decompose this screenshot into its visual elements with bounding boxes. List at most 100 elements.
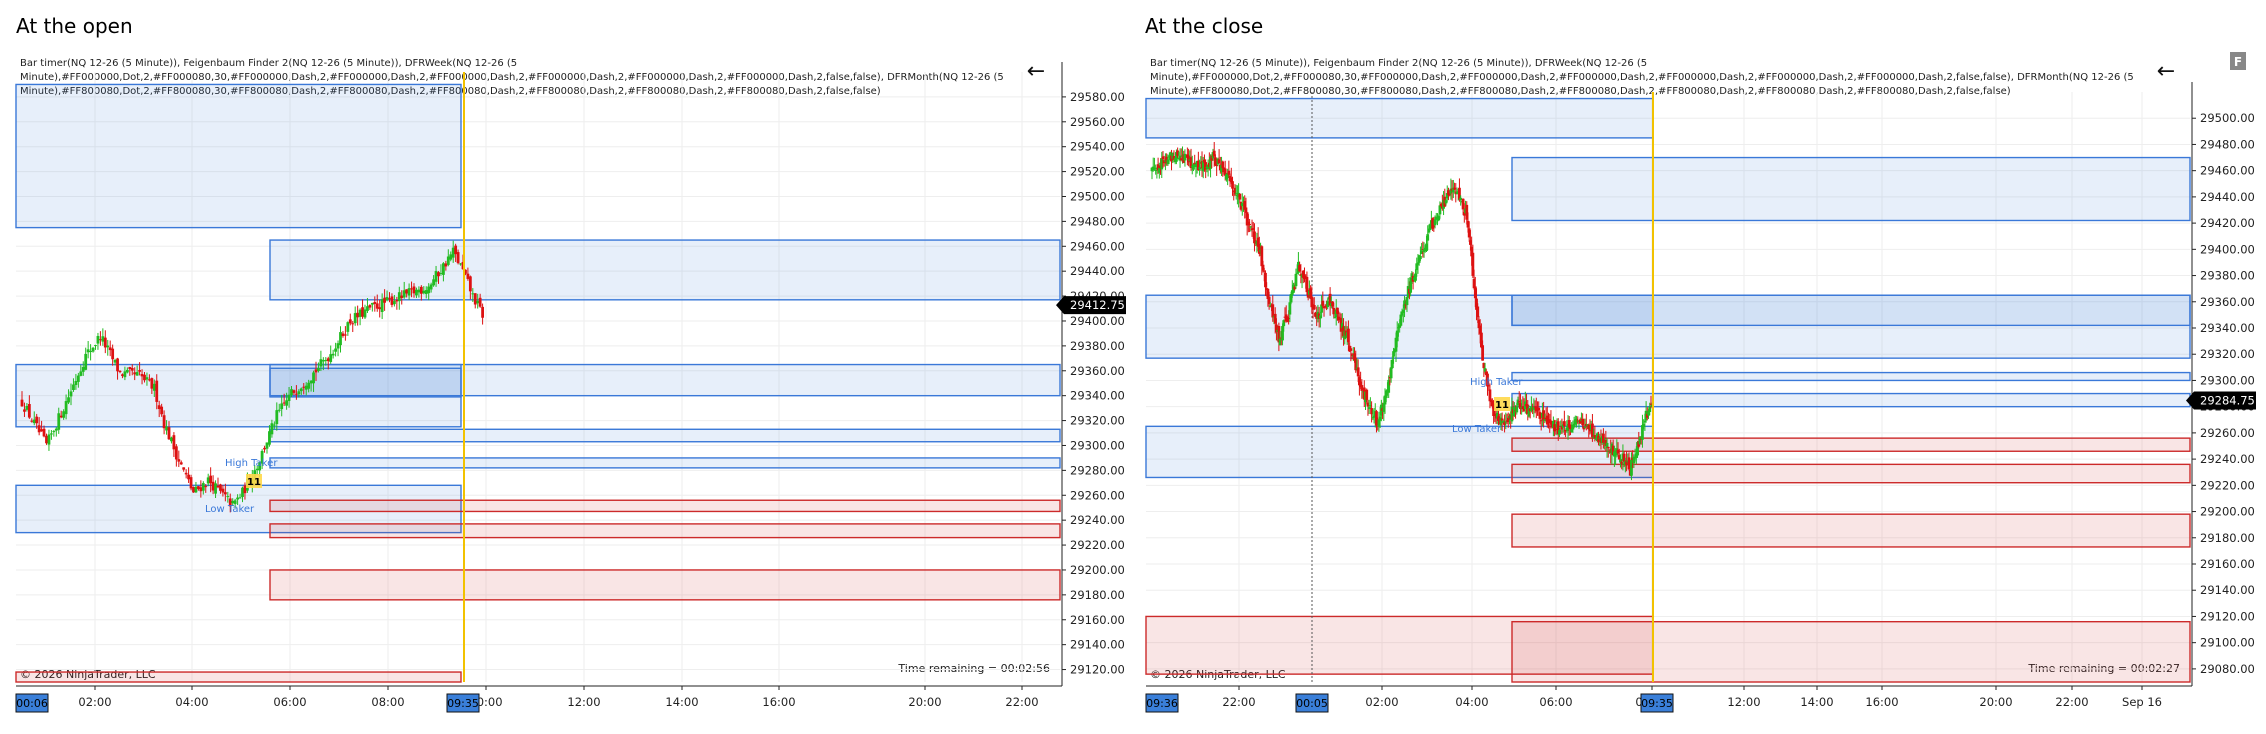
candle-body (1257, 243, 1261, 254)
candle-body (1582, 426, 1586, 430)
candle-body (1426, 234, 1430, 241)
candle-body (1161, 156, 1165, 159)
x-tick-label: 14:00 (665, 695, 698, 709)
candle-body (52, 431, 56, 433)
candle-body (1371, 417, 1375, 419)
candle-body (1632, 456, 1636, 464)
candle-body (1246, 221, 1250, 225)
back-arrow-icon[interactable]: ← (2157, 59, 2175, 84)
time-badge-label: 00:06 (16, 697, 48, 710)
candle-body (123, 371, 127, 378)
y-tick-label: 29460.00 (2200, 164, 2255, 178)
candle-body (138, 370, 141, 372)
candle-body (290, 389, 293, 396)
candle-body (1201, 160, 1205, 172)
candle-body (172, 435, 176, 450)
candle-body (1196, 160, 1200, 170)
candle-body (25, 405, 29, 410)
candle-body (1243, 201, 1247, 210)
y-tick-label: 29360.00 (1070, 364, 1125, 378)
time-badge-label: 00:05 (1296, 697, 1328, 710)
candle-body (446, 256, 450, 265)
candle-body (1497, 416, 1500, 422)
candle-body (108, 347, 112, 351)
candle-body (1153, 167, 1156, 169)
x-tick-label: 04:00 (175, 695, 208, 709)
candle-body (1179, 158, 1183, 160)
candle-body (1198, 167, 1201, 170)
candle-body (1465, 204, 1469, 220)
f-button[interactable] (2230, 52, 2246, 70)
candle-body (466, 273, 470, 279)
close-chart[interactable]: Bar timer(NQ 12-26 (5 Minute)), Feigenba… (1130, 0, 2266, 734)
candle-body (209, 475, 213, 484)
candle-body (1493, 413, 1497, 415)
y-tick-label: 29340.00 (1070, 389, 1125, 403)
candle-body (1617, 455, 1621, 460)
candle-body (1627, 457, 1631, 470)
candle-body (170, 437, 173, 442)
candle-body (69, 391, 73, 397)
candle-body (1606, 446, 1610, 448)
candle-body (1483, 368, 1487, 372)
y-tick-label: 29120.00 (2200, 609, 2255, 623)
candle-body (1206, 165, 1210, 170)
x-tick-label: 12:00 (567, 695, 600, 709)
candle-body (1395, 330, 1399, 342)
candle-body (1422, 248, 1426, 252)
demand-zone (1511, 392, 2191, 408)
candle-body (415, 289, 418, 296)
candle-body (272, 424, 276, 426)
candle-body (223, 492, 227, 495)
candle-body (1545, 415, 1549, 425)
candle-body (47, 434, 51, 445)
candle-body (1375, 411, 1378, 426)
indicator-line-1: Bar timer(NQ 12-26 (5 Minute)), Feigenba… (1150, 58, 1647, 69)
candle-body (1183, 153, 1187, 161)
candle-body (1605, 442, 1609, 449)
y-tick-label: 29360.00 (2200, 295, 2255, 309)
candle-body (1641, 425, 1644, 440)
candle-body (1553, 424, 1556, 432)
candle-body (1294, 273, 1298, 287)
open-chart[interactable]: Bar timer(NQ 12-26 (5 Minute)), Feigenba… (0, 0, 1130, 734)
candle-body (258, 462, 262, 471)
x-tick-label: 14:00 (1800, 695, 1833, 709)
candle-body (54, 428, 58, 431)
x-tick-label: 06:00 (273, 695, 306, 709)
candle-body (1517, 401, 1521, 403)
candle-body (50, 433, 53, 435)
candle-body (1537, 407, 1541, 411)
candle-body (1353, 353, 1356, 361)
candle-body (1394, 337, 1398, 352)
candle-body (1469, 240, 1472, 245)
supply-zone (1511, 620, 2191, 683)
candle-body (99, 339, 102, 341)
candle-body (397, 292, 401, 302)
candle-body (1295, 272, 1299, 274)
candle-body (1384, 390, 1388, 399)
candle-body (1569, 424, 1572, 430)
candle-body (324, 359, 328, 361)
candle-body (233, 500, 237, 504)
back-arrow-icon[interactable]: ← (1027, 59, 1045, 84)
candle-body (84, 353, 88, 370)
candle-body (454, 245, 458, 255)
candle-body (1433, 219, 1437, 226)
y-tick-label: 29240.00 (1070, 513, 1125, 527)
x-tick-label: 16:00 (762, 695, 795, 709)
candle-body (263, 447, 266, 450)
candle-body (1360, 385, 1364, 391)
supply-zone (1145, 615, 1654, 675)
y-tick-label: 29400.00 (2200, 242, 2255, 256)
candle-body (353, 313, 357, 324)
candle-body (1593, 435, 1597, 438)
candle-body (1282, 320, 1286, 327)
last-price-label: 29284.75 (2200, 393, 2255, 407)
candle-body (1459, 197, 1463, 201)
candle-body (62, 411, 66, 418)
candle-body (197, 486, 200, 489)
candle-body (1638, 437, 1642, 445)
candle-body (331, 353, 335, 356)
candle-body (1542, 410, 1546, 421)
